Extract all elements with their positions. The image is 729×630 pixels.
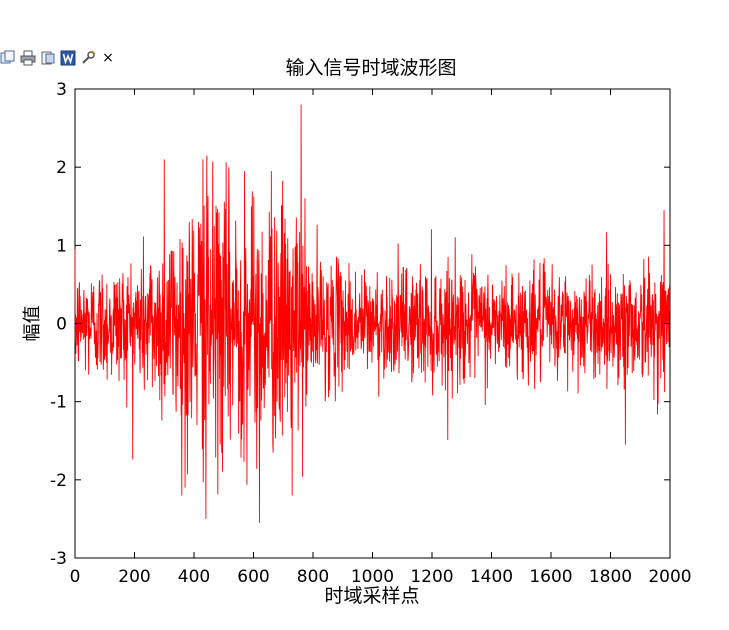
x-tick-label: 1800 xyxy=(589,567,632,587)
x-tick-label: 1000 xyxy=(351,567,394,587)
y-axis-label: 幅值 xyxy=(22,306,43,342)
word-icon[interactable] xyxy=(60,50,76,66)
x-tick-label: 400 xyxy=(178,567,210,587)
signal-series-line xyxy=(74,104,671,523)
y-tick-label: -2 xyxy=(50,471,67,491)
x-tick-label: 1400 xyxy=(470,567,513,587)
x-tick-label: 1600 xyxy=(529,567,572,587)
x-tick-label: 600 xyxy=(237,567,269,587)
y-tick-label: 3 xyxy=(56,80,67,100)
x-tick-label: 2000 xyxy=(648,567,691,587)
export-icon[interactable] xyxy=(40,50,56,66)
figure-toolbar: × xyxy=(0,48,116,68)
y-tick-label: -1 xyxy=(50,393,67,413)
x-tick-label: 0 xyxy=(70,567,81,587)
x-tick-label: 800 xyxy=(297,567,329,587)
x-axis-label: 时域采样点 xyxy=(324,585,419,607)
y-tick-label: -3 xyxy=(50,549,67,569)
close-icon[interactable]: × xyxy=(102,50,114,66)
x-tick-label: 1200 xyxy=(410,567,453,587)
chart-title: 输入信号时域波形图 xyxy=(285,57,456,79)
y-tick-label: 1 xyxy=(56,236,67,256)
x-tick-label: 200 xyxy=(118,567,150,587)
y-tick-label: 2 xyxy=(56,158,67,178)
print-icon[interactable] xyxy=(20,50,36,66)
tools-icon[interactable] xyxy=(80,50,96,66)
y-tick-label: 0 xyxy=(56,315,67,335)
copy-icon[interactable] xyxy=(0,50,16,66)
